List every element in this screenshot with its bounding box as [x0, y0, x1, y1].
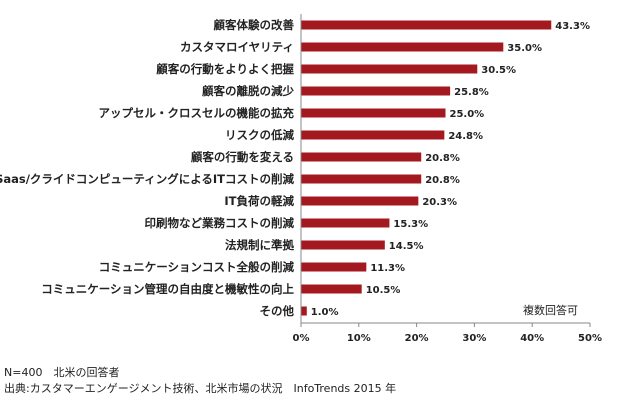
category-label: 印刷物など業務コストの削減 [145, 216, 295, 230]
category-label: 顧客体験の改善 [214, 18, 295, 32]
x-tick-label: 30% [462, 333, 486, 344]
bar [301, 174, 422, 184]
category-label: その他 [260, 304, 295, 318]
value-label: 25.8% [454, 87, 489, 98]
category-labels: 顧客体験の改善カスタマロイヤリティ顧客の行動をよりよく把握顧客の離脱の減少アップ… [0, 18, 294, 318]
category-label: 顧客の離脱の減少 [202, 84, 294, 98]
category-label: アップセル・クロスセルの機能の拡充 [99, 106, 295, 120]
multiple-answers-note: 複数回答可 [523, 304, 578, 317]
x-tick-label: 0% [293, 333, 310, 344]
bar [301, 86, 451, 96]
value-label: 10.5% [366, 285, 401, 296]
category-label: 顧客の行動をよりよく把握 [156, 62, 294, 76]
category-label: IT負荷の軽減 [224, 194, 294, 208]
category-label: 顧客の行動を変える [191, 150, 294, 164]
value-label: 30.5% [481, 65, 516, 76]
x-tick-label: 20% [405, 333, 429, 344]
value-label: 35.0% [507, 43, 542, 54]
bar [301, 306, 307, 316]
value-label: 20.8% [425, 175, 460, 186]
value-label: 43.3% [555, 21, 590, 32]
x-tick-label: 10% [347, 333, 371, 344]
footer-source-note: 出典:カスタマーエンゲージメント技術、北米市場の状況 InfoTrends 20… [4, 382, 397, 395]
value-label: 25.0% [450, 109, 485, 120]
value-labels: 43.3% 35.0% 30.5% 25.8% 25.0% 24.8% 20.8% 20.8%… [311, 21, 590, 318]
bar [301, 262, 367, 272]
value-label: 24.8% [448, 131, 483, 142]
bar [301, 196, 419, 206]
category-label: コミュニケーション管理の自由度と機敏性の向上 [41, 282, 294, 296]
bar [301, 218, 390, 228]
bar [301, 284, 362, 294]
bar [301, 108, 446, 118]
value-label: 20.8% [425, 153, 460, 164]
axis-layer: 0% 10% 20% 30% 40% 50% [293, 14, 602, 344]
bar [301, 152, 422, 162]
category-label: 法規制に準拠 [225, 238, 294, 252]
value-label: 15.3% [393, 219, 428, 230]
bar [301, 64, 478, 74]
value-label: 1.0% [311, 307, 339, 318]
value-label: 14.5% [389, 241, 424, 252]
bar [301, 130, 445, 140]
bar [301, 20, 552, 30]
bars-layer [301, 20, 552, 316]
bar [301, 42, 504, 52]
value-label: 20.3% [422, 197, 457, 208]
footer-sample-note: N=400 北米の回答者 [4, 366, 120, 379]
value-label: 11.3% [370, 263, 405, 274]
x-tick-label: 50% [578, 333, 602, 344]
x-tick-label: 40% [520, 333, 544, 344]
category-label: Saas/クライドコンピューティングによるITコストの削減 [0, 172, 294, 186]
category-label: コミュニケーションコスト全般の削減 [99, 260, 295, 274]
bar [301, 240, 385, 250]
category-label: カスタマロイヤリティ [180, 40, 294, 54]
category-label: リスクの低減 [225, 128, 294, 142]
